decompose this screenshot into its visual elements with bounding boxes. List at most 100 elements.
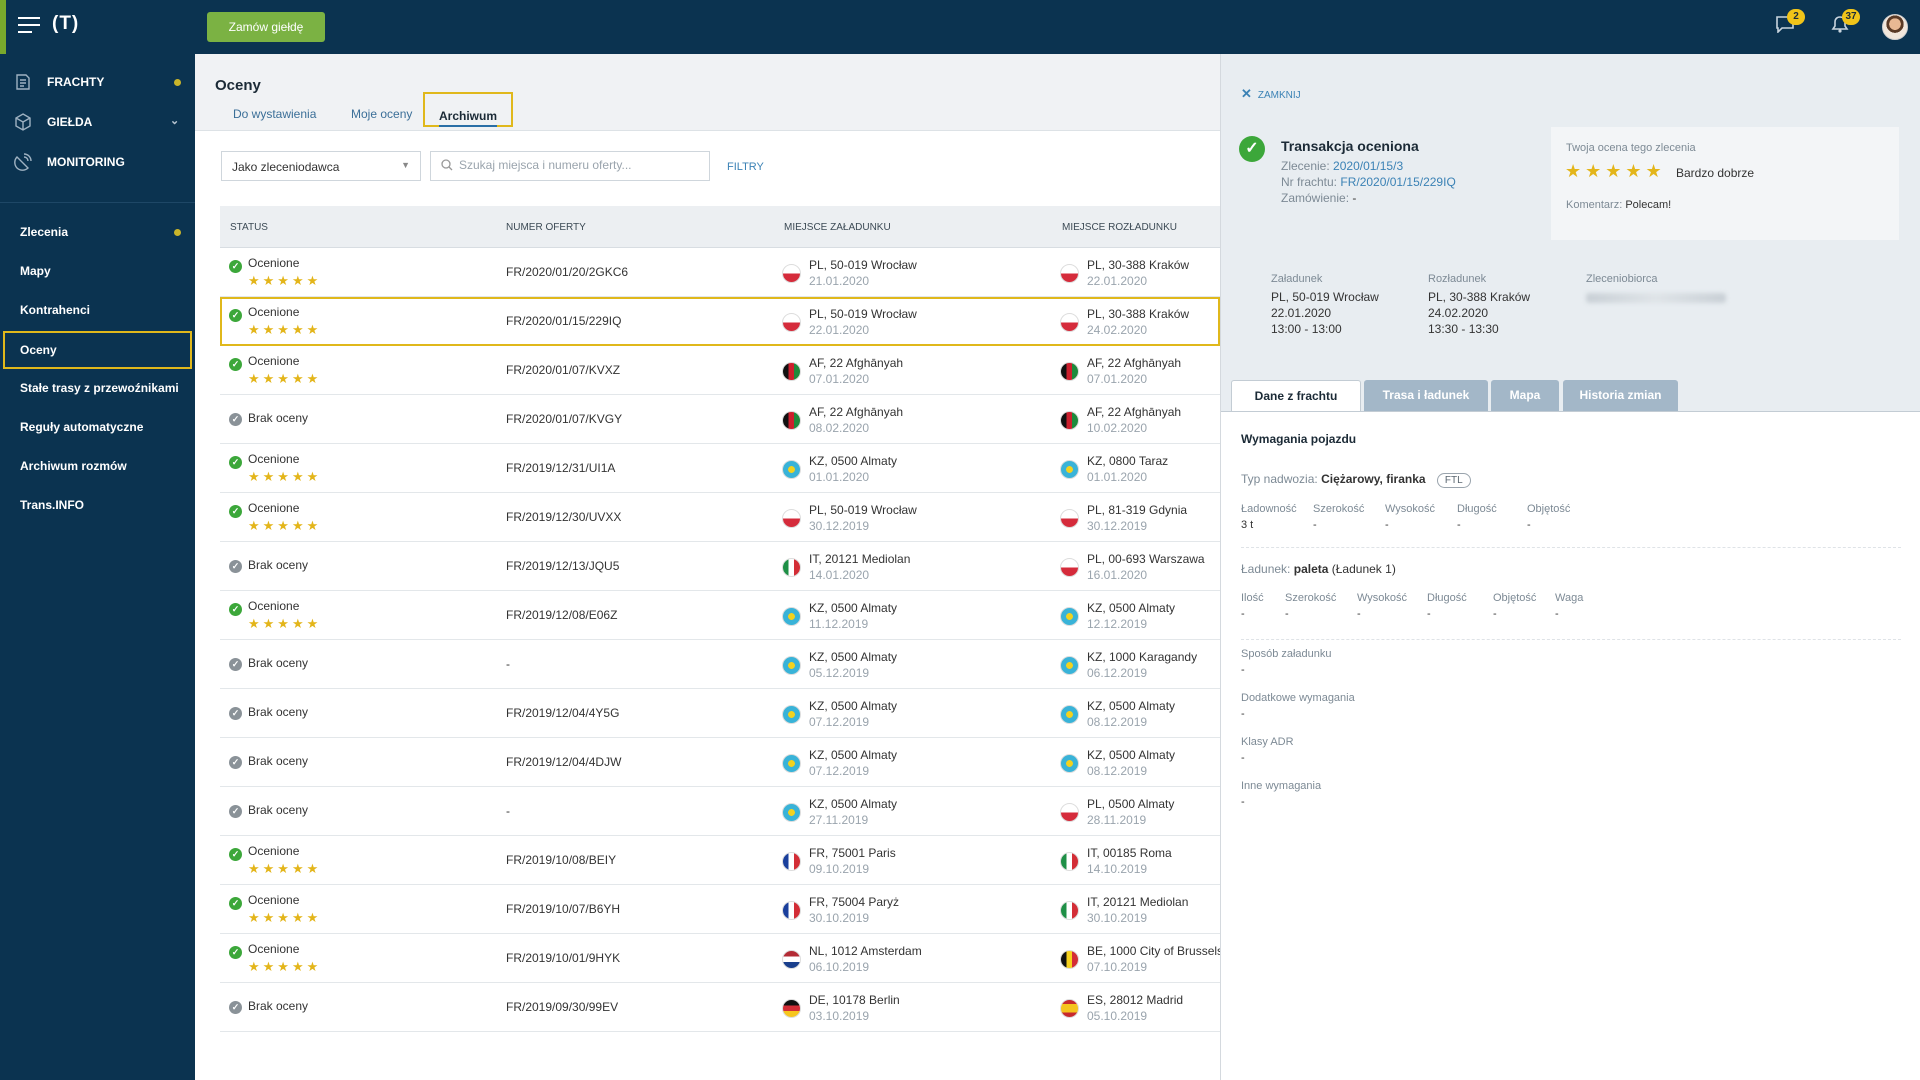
messages-icon[interactable]: 2 [1773, 9, 1805, 37]
status-label: Brak oceny [248, 411, 309, 425]
offer-number: FR/2020/01/20/2GKC6 [506, 265, 629, 279]
tab-mapa[interactable]: Mapa [1491, 380, 1559, 411]
flag-it-icon [1060, 901, 1079, 920]
comment: Komentarz: Polecam! [1566, 199, 1672, 211]
tab-dane-z-frachtu[interactable]: Dane z frachtu [1231, 380, 1361, 412]
table-row[interactable]: ✓ Brak oceny FR/2019/12/04/4DJW KZ, 0500 Al… [220, 738, 1220, 787]
table-row[interactable]: ✓ Brak oceny FR/2019/12/04/4Y5G KZ, 0500 Al… [220, 689, 1220, 738]
table-row[interactable]: ✓ Ocenione ★★★★★ FR/2019/12/30/UVXX PL, 50-0… [220, 493, 1220, 542]
unloading-info: Rozładunek PL, 30-388 Kraków 24.02.2020 … [1428, 273, 1531, 336]
tab-trasa-i-ladunek[interactable]: Trasa i ładunek [1364, 380, 1488, 411]
unloading-place: PL, 30-388 Kraków 24.02.2020 [1060, 297, 1220, 346]
divider [1241, 547, 1901, 548]
check-icon: ✓ [229, 309, 242, 322]
status-label: Brak oceny [248, 754, 309, 768]
flag-af-icon [1060, 362, 1079, 381]
cargo-field-label: Długość [1427, 592, 1467, 604]
unloading-place: AF, 22 Afghānyah 07.01.2020 [1060, 346, 1220, 395]
brand-accent [0, 0, 6, 54]
unloading-place: PL, 81-319 Gdynia 30.12.2019 [1060, 493, 1220, 542]
menu-icon[interactable] [18, 17, 40, 35]
flag-pl-icon [1060, 803, 1079, 822]
column-header-status[interactable]: STATUS [230, 222, 268, 233]
sidebar-item-kontrahenci[interactable]: Kontrahenci [20, 303, 91, 317]
avatar[interactable] [1882, 14, 1908, 40]
search-input[interactable] [459, 158, 699, 172]
tab-moje-oceny[interactable]: Moje oceny [351, 107, 413, 121]
flag-pl-icon [782, 264, 801, 283]
column-header-offer[interactable]: NUMER OFERTY [506, 222, 586, 233]
logo[interactable]: (T) [52, 13, 80, 34]
column-header-unloading[interactable]: MIEJSCE ROZŁADUNKU [1062, 222, 1178, 233]
offer-number: - [506, 657, 510, 671]
empty-rating-icon: ✓ [229, 756, 242, 769]
table-row[interactable]: ✓ Brak oceny FR/2020/01/07/KVGY AF, 22 Afgh… [220, 395, 1220, 444]
table-row[interactable]: ✓ Brak oceny - KZ, 0500 Almaty 05.12.2019 KZ,… [220, 640, 1220, 689]
sidebar-item-reguly[interactable]: Reguły automatyczne [20, 420, 144, 434]
table-row[interactable]: ✓ Ocenione ★★★★★ FR/2019/12/08/E06Z KZ, 0500… [220, 591, 1220, 640]
bell-icon[interactable]: 37 [1828, 9, 1860, 37]
check-icon: ✓ [229, 260, 242, 273]
satellite-icon [14, 153, 32, 171]
loading-place: FR, 75004 Paryż 30.10.2019 [782, 885, 1042, 934]
check-icon: ✓ [229, 358, 242, 371]
close-button[interactable]: ✕ ZAMKNIJ [1241, 86, 1301, 101]
status-label: Ocenione [248, 256, 300, 270]
tab-do-wystawienia[interactable]: Do wystawienia [233, 107, 317, 121]
table-row[interactable]: ✓ Ocenione ★★★★★ FR/2019/12/31/UI1A KZ, 0500… [220, 444, 1220, 493]
sidebar-item-zlecenia[interactable]: Zlecenia [0, 213, 195, 252]
offer-number: FR/2020/01/07/KVGY [506, 412, 623, 426]
table-row[interactable]: ✓ Brak oceny FR/2019/09/30/99EV DE, 10178 B… [220, 983, 1220, 1032]
filters-link[interactable]: FILTRY [727, 161, 764, 173]
rating-stars: ★★★★★ [1565, 161, 1666, 181]
table-row[interactable]: ✓ Ocenione ★★★★★ FR/2020/01/07/KVXZ AF, 22 A… [220, 346, 1220, 395]
box-icon [14, 113, 32, 131]
order-exchange-button[interactable]: Zamów giełdę [207, 12, 325, 42]
sidebar-item-trans-info[interactable]: Trans.INFO [20, 498, 85, 512]
sidebar-item-oceny[interactable]: Oceny [3, 331, 192, 369]
sidebar-item-stale-trasy[interactable]: Stałe trasy z przewoźnikami [20, 381, 179, 395]
divider [1241, 639, 1901, 640]
flag-kz-icon [1060, 460, 1079, 479]
loading-place: PL, 50-019 Wrocław 22.01.2020 [782, 297, 1042, 346]
table-row[interactable]: ✓ Ocenione ★★★★★ FR/2020/01/15/229IQ PL, 50-… [220, 297, 1220, 346]
empty-rating-icon: ✓ [229, 707, 242, 720]
column-header-loading[interactable]: MIEJSCE ZAŁADUNKU [784, 222, 891, 233]
sidebar-item-frachty[interactable]: FRACHTY [0, 62, 195, 102]
tab-historia-zmian[interactable]: Historia zmian [1563, 380, 1678, 411]
search-box[interactable] [430, 151, 710, 181]
cargo-field-value: - [1285, 608, 1289, 620]
rating-stars: ★★★★★ [248, 371, 322, 386]
status-dot [174, 79, 181, 86]
table-row[interactable]: ✓ Ocenione ★★★★★ FR/2019/10/07/B6YH FR, 7500… [220, 885, 1220, 934]
table-row[interactable]: ✓ Ocenione ★★★★★ FR/2019/10/01/9HYK NL, 1012… [220, 934, 1220, 983]
check-icon: ✓ [229, 603, 242, 616]
sidebar-item-mapy[interactable]: Mapy [20, 264, 51, 278]
loading-place: NL, 1012 Amsterdam 06.10.2019 [782, 934, 1042, 983]
check-icon: ✓ [229, 505, 242, 518]
main-content: Oceny Do wystawienia Moje oceny Archiwum… [195, 54, 1220, 1080]
page-header: Oceny Do wystawienia Moje oceny Archiwum [195, 54, 1220, 131]
unloading-place: AF, 22 Afghānyah 10.02.2020 [1060, 395, 1220, 444]
status-label: Brak oceny [248, 558, 309, 572]
search-icon [441, 159, 453, 174]
order-link[interactable]: 2020/01/15/3 [1333, 159, 1404, 173]
loading-place: PL, 50-019 Wrocław 30.12.2019 [782, 493, 1042, 542]
contractor-info: Zleceniobiorca [1586, 271, 1726, 307]
table-row[interactable]: ✓ Brak oceny FR/2019/12/13/JQU5 IT, 20121 M… [220, 542, 1220, 591]
table-row[interactable]: ✓ Ocenione ★★★★★ FR/2020/01/20/2GKC6 PL, 50-… [220, 248, 1220, 297]
table-row[interactable]: ✓ Brak oceny - KZ, 0500 Almaty 27.11.2019 PL,… [220, 787, 1220, 836]
flag-it-icon [1060, 852, 1079, 871]
sidebar-item-monitoring[interactable]: MONITORING [0, 142, 195, 182]
freight-link[interactable]: FR/2020/01/15/229IQ [1340, 175, 1456, 189]
table-row[interactable]: ✓ Ocenione ★★★★★ FR/2019/10/08/BEIY FR, 7500… [220, 836, 1220, 885]
sidebar-item-archiwum-rozmow[interactable]: Archiwum rozmów [20, 459, 127, 473]
role-select[interactable]: Jako zleceniodawca ▼ [221, 151, 421, 181]
offer-number: FR/2019/10/08/BEIY [506, 853, 617, 867]
flag-pl-icon [1060, 509, 1079, 528]
tab-archiwum[interactable]: Archiwum [423, 92, 514, 127]
sidebar-item-gielda[interactable]: GIEŁDA ⌄ [0, 102, 195, 142]
flag-fr-icon [782, 901, 801, 920]
unloading-place: PL, 30-388 Kraków 22.01.2020 [1060, 248, 1220, 297]
flag-de-icon [782, 999, 801, 1018]
